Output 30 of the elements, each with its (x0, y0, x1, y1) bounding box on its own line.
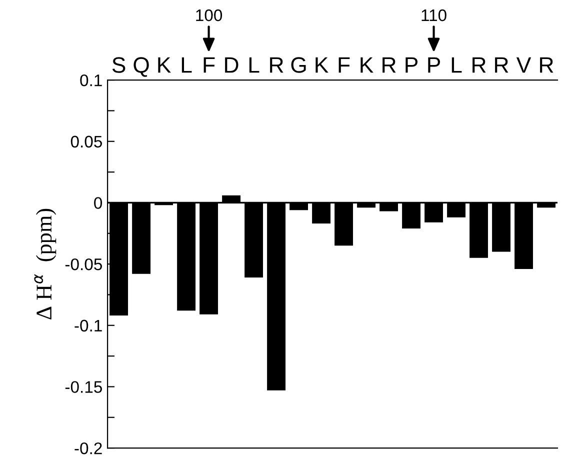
x-tick-label: D (225, 57, 238, 73)
x-tick-label: R (270, 57, 284, 73)
x-tick-label: P (428, 57, 440, 73)
x-tick-label: P (406, 57, 418, 73)
x-tick-label: G (291, 57, 306, 73)
x-tick-label: S (112, 57, 126, 73)
y-tick-label: 0 (94, 197, 102, 209)
y-tick-label: 0.1 (80, 74, 102, 86)
x-tick-label: K (316, 57, 328, 73)
x2-tick-label: 110 (422, 9, 446, 22)
x2-tick-label: 100 (196, 9, 222, 22)
x-tick-label: K (158, 57, 171, 73)
x-tick-label: Q (134, 57, 149, 77)
x-tick-label: K (360, 57, 374, 73)
x-tick-label: R (540, 57, 554, 73)
x-tick-label: V (516, 57, 532, 73)
y-tick-label: -0.15 (65, 381, 102, 393)
y-tick-label: -0.2 (74, 442, 102, 454)
x-tick-label: R (472, 57, 486, 73)
x-tick-label: R (382, 57, 396, 73)
x-tick-label: F (204, 57, 215, 73)
x-tick-label: R (495, 57, 508, 73)
y-axis-title: Δ H$^{α}$ (ppm) (34, 208, 56, 320)
x-tick-label: F (338, 57, 350, 73)
x-tick-label: L (452, 57, 462, 73)
y-tick-label: -0.1 (74, 320, 102, 332)
y-tick-label: -0.05 (65, 258, 102, 270)
y-tick-label: 0.05 (70, 136, 102, 148)
x-tick-label: L (249, 57, 260, 73)
x-tick-label: L (182, 57, 192, 73)
